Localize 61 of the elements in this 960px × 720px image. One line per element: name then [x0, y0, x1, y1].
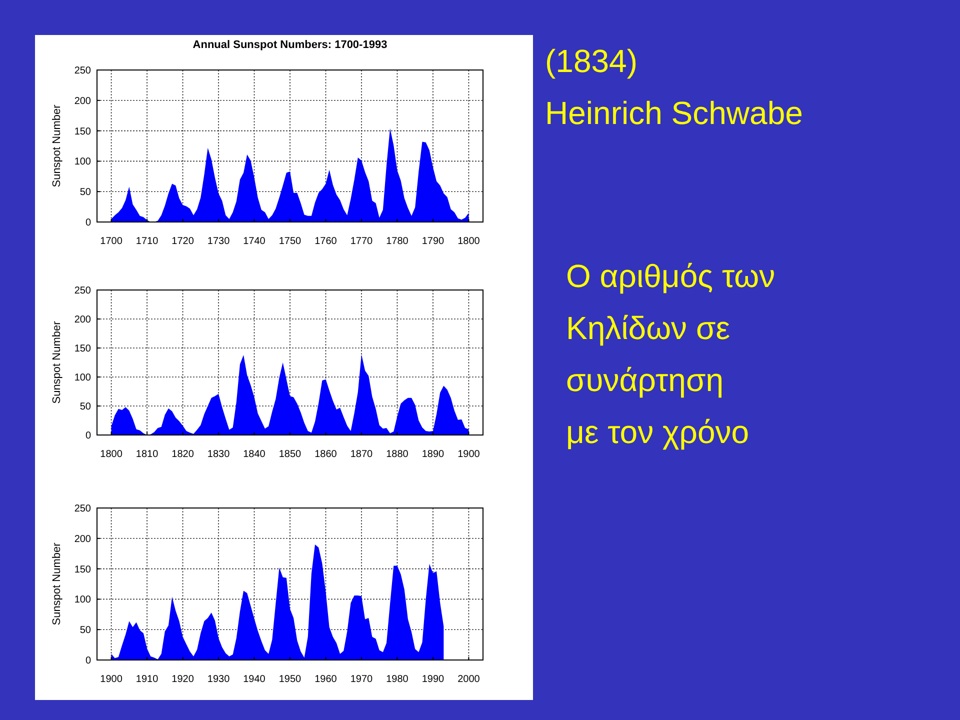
x-tick-label: 1870 — [350, 449, 374, 460]
x-tick-label: 1760 — [314, 236, 338, 247]
chart-title: Annual Sunspot Numbers: 1700-1993 — [192, 39, 388, 51]
x-tick-label: 1730 — [207, 236, 230, 247]
x-tick-label: 2000 — [458, 674, 480, 685]
x-tick-label: 1960 — [314, 674, 338, 685]
x-tick-label: 1990 — [422, 674, 445, 685]
y-tick-label: 250 — [74, 504, 92, 514]
y-axis-title: Sunspot Number — [51, 542, 63, 626]
text: Κηλίδων σε — [566, 310, 730, 346]
y-tick-label: 0 — [85, 430, 92, 442]
y-tick-label: 50 — [80, 625, 92, 636]
y-tick-label: 100 — [74, 156, 92, 168]
y-axis-title: Sunspot Number — [51, 320, 63, 404]
text: συνάρτηση — [566, 362, 724, 398]
y-tick-label: 150 — [74, 344, 92, 354]
y-tick-label: 150 — [74, 564, 92, 576]
x-tick-label: 1790 — [422, 236, 445, 247]
y-tick-label: 200 — [74, 314, 92, 326]
x-tick-label: 1810 — [136, 449, 159, 460]
x-tick-label: 1900 — [100, 674, 123, 685]
y-tick-label: 200 — [74, 96, 92, 107]
x-tick-label: 1710 — [136, 236, 159, 247]
x-tick-label: 1970 — [350, 674, 374, 685]
x-tick-label: 1720 — [172, 236, 194, 247]
y-tick-label: 250 — [74, 66, 92, 76]
x-tick-label: 1880 — [386, 449, 409, 460]
x-tick-label: 1770 — [350, 236, 374, 247]
x-tick-label: 1700 — [100, 236, 123, 247]
y-tick-label: 50 — [80, 402, 92, 412]
x-tick-label: 1950 — [278, 674, 302, 685]
y-tick-label: 0 — [85, 218, 92, 228]
x-tick-label: 1930 — [207, 674, 230, 685]
x-tick-label: 1890 — [422, 449, 445, 460]
y-tick-label: 100 — [74, 372, 92, 384]
x-tick-label: 1800 — [100, 449, 123, 460]
text: με τον χρόνο — [566, 414, 750, 450]
x-tick-label: 1840 — [243, 449, 266, 460]
x-tick-label: 1980 — [386, 674, 409, 685]
y-tick-label: 150 — [74, 126, 92, 138]
y-tick-label: 100 — [74, 594, 92, 606]
text: Ο αριθμός των — [566, 258, 776, 294]
text: Heinrich Schwabe — [545, 95, 803, 131]
y-tick-label: 200 — [74, 534, 92, 545]
x-tick-label: 1830 — [207, 449, 230, 460]
text: (1834) — [545, 43, 638, 79]
y-tick-label: 50 — [80, 187, 92, 198]
x-tick-label: 1850 — [278, 449, 302, 460]
y-axis-title: Sunspot Number — [51, 104, 63, 188]
x-tick-label: 1820 — [172, 449, 194, 460]
x-tick-label: 1900 — [458, 449, 480, 460]
x-tick-label: 1750 — [278, 236, 302, 247]
x-tick-label: 1740 — [243, 236, 266, 247]
x-tick-label: 1780 — [386, 236, 409, 247]
x-tick-label: 1920 — [172, 674, 194, 685]
y-tick-label: 250 — [74, 286, 92, 296]
x-tick-label: 1940 — [243, 674, 266, 685]
y-tick-label: 0 — [85, 656, 92, 666]
x-tick-label: 1910 — [136, 674, 159, 685]
x-tick-label: 1800 — [458, 236, 480, 247]
x-tick-label: 1860 — [314, 449, 338, 460]
